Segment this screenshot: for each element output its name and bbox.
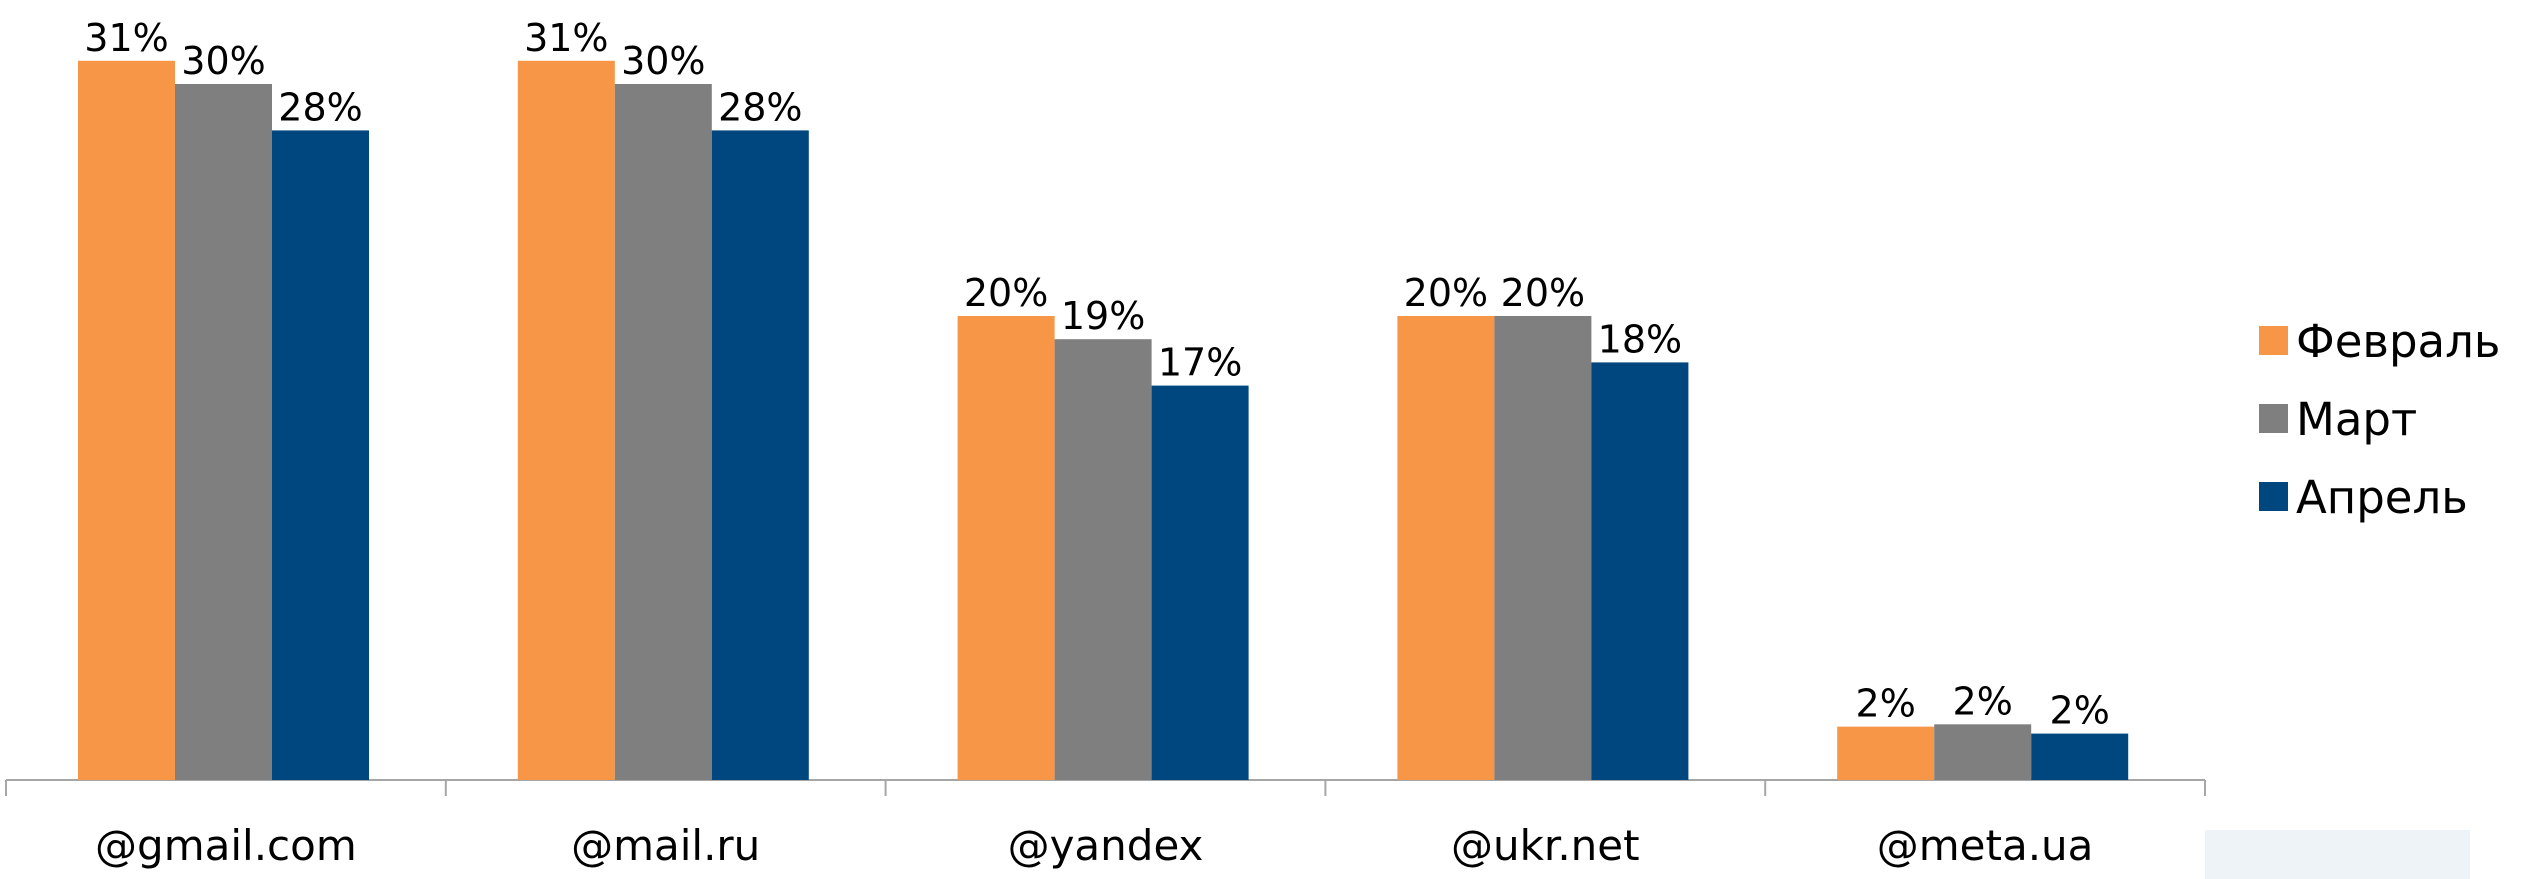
- x-tick-label: @mail.ru: [571, 821, 760, 870]
- bar: [1054, 339, 1152, 780]
- legend-label: Февраль: [2296, 315, 2500, 368]
- bar: [175, 84, 272, 780]
- logo: [2205, 830, 2470, 879]
- bar: [1837, 726, 1935, 780]
- value-label: 20%: [1501, 271, 1585, 315]
- x-tick-label: @ukr.net: [1451, 821, 1640, 870]
- legend-label: Март: [2296, 393, 2417, 446]
- value-label: 30%: [181, 39, 265, 83]
- value-label: 20%: [1404, 271, 1488, 315]
- x-tick-label: @meta.ua: [1877, 821, 2094, 870]
- value-label: 28%: [718, 85, 802, 129]
- bar: [1151, 385, 1249, 780]
- bar: [711, 130, 809, 780]
- bar: [272, 130, 369, 780]
- legend-swatch: [2259, 482, 2288, 511]
- value-label: 2%: [1856, 682, 1916, 726]
- bar: [1494, 316, 1592, 780]
- legend-swatch: [2259, 404, 2288, 433]
- value-label: 18%: [1598, 317, 1682, 361]
- value-label: 2%: [2050, 689, 2110, 733]
- bar: [517, 60, 615, 781]
- value-label: 17%: [1158, 341, 1242, 385]
- bar: [614, 84, 712, 780]
- bar: [1934, 724, 2032, 780]
- value-label: 20%: [964, 271, 1048, 315]
- x-tick-label: @yandex: [1008, 821, 1204, 870]
- value-label: 30%: [621, 39, 705, 83]
- value-label: 19%: [1061, 294, 1145, 338]
- bar: [957, 316, 1055, 780]
- bar: [1397, 316, 1495, 780]
- bar: [78, 60, 175, 781]
- value-label: 28%: [278, 85, 362, 129]
- x-tick-label: @gmail.com: [95, 821, 357, 870]
- legend-swatch: [2259, 326, 2288, 355]
- legend-label: Апрель: [2296, 471, 2468, 524]
- value-label: 31%: [524, 16, 608, 60]
- bar: [1591, 362, 1689, 780]
- value-label: 2%: [1953, 679, 2013, 723]
- bar: [2031, 733, 2129, 780]
- value-label: 31%: [84, 16, 168, 60]
